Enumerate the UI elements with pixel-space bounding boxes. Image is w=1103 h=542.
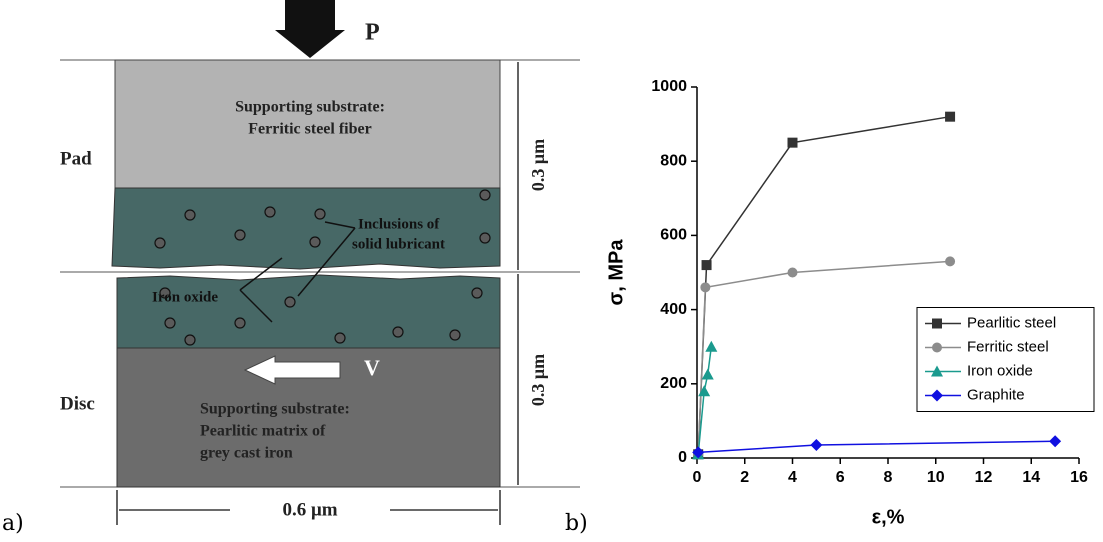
marker (701, 368, 714, 380)
width-label: 0.6 μm (282, 499, 337, 520)
y-tick-label: 200 (660, 375, 687, 392)
panel-label: a) (2, 511, 24, 536)
x-tick-label: 4 (788, 469, 797, 486)
legend-label: Iron oxide (967, 362, 1033, 379)
series-line (698, 440, 1056, 454)
y-tick-label: 400 (660, 301, 687, 318)
x-tick-label: 8 (884, 469, 893, 486)
marker (705, 340, 718, 352)
chart: 0 200 400 600 800 1000 0 2 4 6 8 10 12 14 16 ε,% σ, MPa P… (605, 78, 1095, 528)
pad-label: Pad (60, 148, 92, 169)
disc-layer (116, 274, 501, 349)
marker (700, 282, 711, 293)
x-tick-label: 2 (740, 469, 749, 486)
series-line (697, 260, 951, 455)
marker (945, 256, 956, 267)
marker (701, 260, 712, 271)
marker (787, 137, 798, 148)
inclusions-label: Inclusions of (358, 216, 440, 232)
disc-label: Disc (60, 393, 95, 414)
x-tick-label: 16 (1070, 469, 1088, 486)
x-tick-label: 10 (927, 469, 945, 486)
pad-substrate-label: Ferritic steel fiber (248, 121, 371, 138)
marker (945, 111, 956, 122)
pointer-arrows (239, 221, 356, 323)
marker (931, 389, 943, 402)
x-tick-label: 6 (836, 469, 845, 486)
marker (932, 318, 942, 329)
marker (698, 385, 711, 397)
y-tick-label: 800 (660, 152, 687, 169)
series-line (697, 115, 951, 455)
load-label: P (365, 20, 380, 46)
velocity-arrow (243, 355, 341, 385)
thickness-label: 0.3 μm (528, 354, 548, 406)
disc-substrate-label: Supporting substrate: (200, 401, 350, 418)
inclusions (154, 189, 491, 346)
marker (787, 267, 798, 278)
x-tick-label: 14 (1022, 469, 1040, 486)
iron-oxide-label: Iron oxide (152, 289, 218, 305)
x-tick-label: 12 (975, 469, 993, 486)
y-tick-label: 1000 (651, 78, 687, 95)
inclusions-label: solid lubricant (352, 236, 445, 252)
diagram: P V Pad Disc Supporting substrate: Ferri… (2, 0, 588, 536)
marker (932, 342, 942, 353)
disc-substrate-label: grey cast iron (200, 445, 293, 462)
marker (692, 446, 705, 459)
legend-box (916, 307, 1095, 412)
thickness-label: 0.3 μm (528, 139, 548, 191)
dimension-lines (116, 62, 519, 525)
marker (810, 439, 823, 452)
load-arrow (275, 0, 345, 58)
marker (1049, 435, 1062, 448)
y-tick-label: 0 (678, 449, 687, 466)
x-axis-label: ε,% (872, 506, 905, 528)
legend-label: Graphite (967, 386, 1025, 403)
series-line (697, 346, 713, 455)
thickness-label: 0.3 μm (528, 139, 548, 191)
velocity-label: V (364, 355, 380, 380)
pad-layer (111, 187, 501, 270)
y-tick-label: 600 (660, 227, 687, 244)
thickness-label: 0.3 μm (528, 354, 548, 406)
legend-label: Ferritic steel (967, 338, 1049, 355)
pad-substrate (114, 59, 501, 189)
panel-label: b) (565, 511, 588, 536)
y-axis-label: σ, MPa (605, 239, 627, 306)
marker (931, 365, 943, 377)
disc-substrate-label: Pearlitic matrix of (200, 423, 326, 440)
legend-label: Pearlitic steel (967, 314, 1056, 331)
x-tick-label: 0 (693, 469, 702, 486)
pad-substrate-label: Supporting substrate: (235, 99, 385, 116)
